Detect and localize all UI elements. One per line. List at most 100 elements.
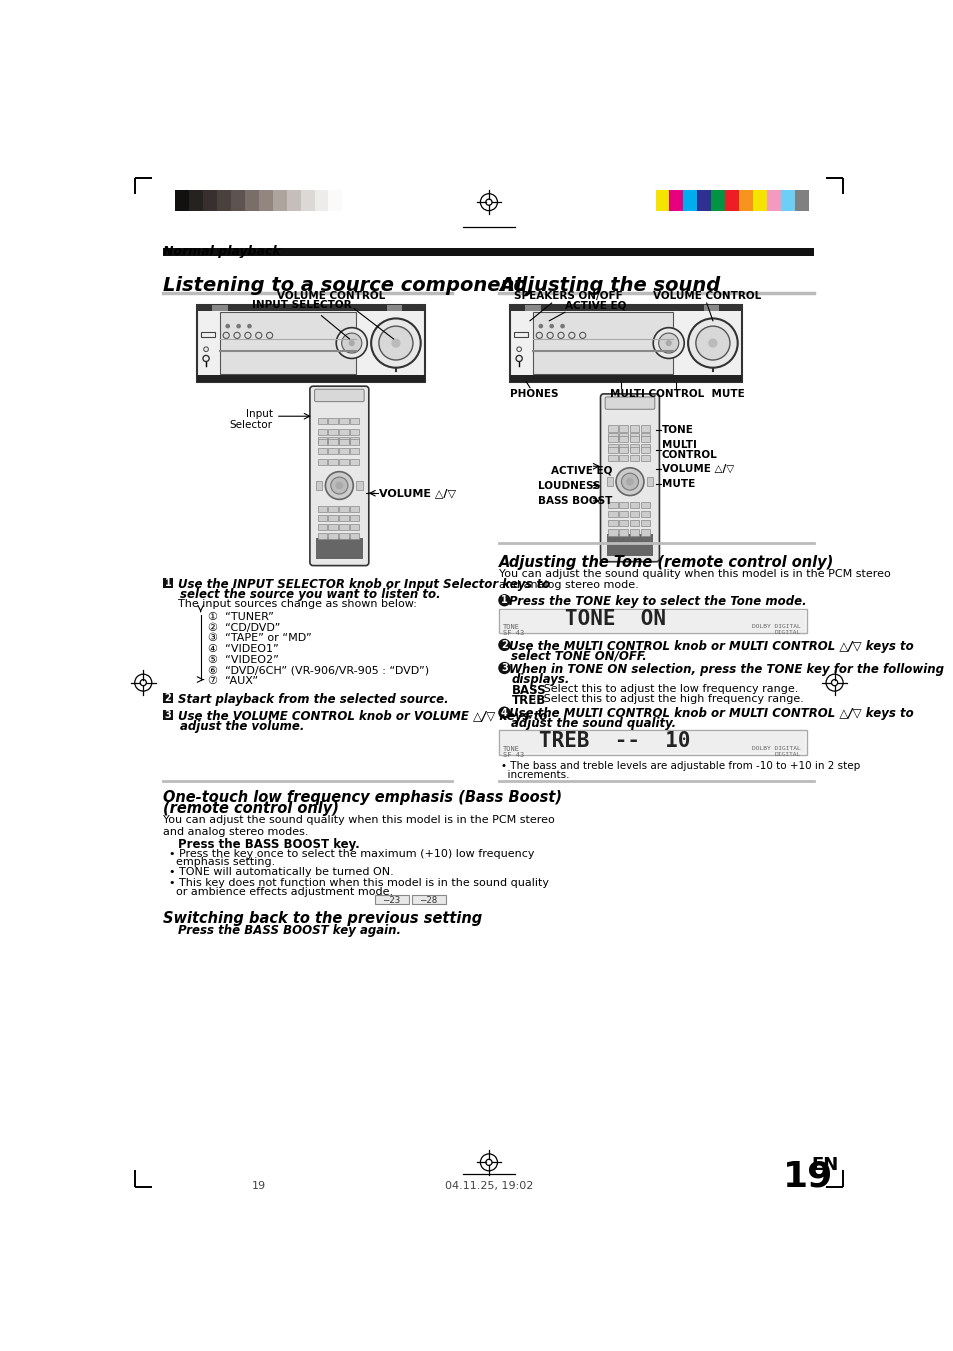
Bar bbox=[339, 524, 348, 530]
Bar bbox=[640, 436, 649, 442]
Text: 2: 2 bbox=[500, 640, 507, 650]
Circle shape bbox=[497, 594, 510, 607]
Text: Use the VOLUME CONTROL knob or VOLUME △/▽ keys to: Use the VOLUME CONTROL knob or VOLUME △/… bbox=[178, 711, 547, 723]
Text: increments.: increments. bbox=[500, 770, 569, 780]
Text: CONTROL: CONTROL bbox=[661, 450, 717, 459]
Text: • This key does not function when this model is in the sound quality: • This key does not function when this m… bbox=[169, 878, 548, 888]
Text: adjust the volume.: adjust the volume. bbox=[180, 720, 305, 734]
Text: LOUDNESS: LOUDNESS bbox=[537, 481, 599, 490]
Circle shape bbox=[331, 477, 348, 494]
Bar bbox=[629, 434, 639, 439]
Text: Use the MULTI CONTROL knob or MULTI CONTROL △/▽ keys to: Use the MULTI CONTROL knob or MULTI CONT… bbox=[509, 639, 913, 653]
Text: ①  “TUNER”: ① “TUNER” bbox=[208, 612, 274, 621]
Bar bbox=[328, 515, 337, 521]
Bar bbox=[629, 520, 639, 527]
Text: 04.11.25, 19:02: 04.11.25, 19:02 bbox=[444, 1181, 533, 1190]
Text: emphasis setting.: emphasis setting. bbox=[169, 858, 274, 867]
Bar bbox=[753, 190, 766, 211]
Text: ④  “VIDEO1”: ④ “VIDEO1” bbox=[208, 644, 279, 654]
Text: EN: EN bbox=[810, 1156, 838, 1174]
Bar bbox=[350, 439, 359, 446]
Bar bbox=[317, 534, 327, 539]
Circle shape bbox=[391, 339, 400, 347]
Text: VOLUME △/▽: VOLUME △/▽ bbox=[378, 488, 456, 499]
Text: SF 43: SF 43 bbox=[502, 753, 523, 758]
Bar bbox=[640, 447, 649, 453]
Bar bbox=[339, 439, 348, 446]
Circle shape bbox=[341, 334, 361, 353]
Bar bbox=[640, 520, 649, 527]
Text: select the source you want to listen to.: select the source you want to listen to. bbox=[180, 588, 440, 601]
Bar bbox=[339, 417, 348, 424]
Text: ACTIVE EQ: ACTIVE EQ bbox=[564, 301, 625, 311]
Text: 1: 1 bbox=[500, 596, 507, 605]
Text: MULTI CONTROL  MUTE: MULTI CONTROL MUTE bbox=[609, 389, 743, 400]
Bar bbox=[618, 511, 628, 517]
Bar bbox=[608, 436, 617, 442]
Bar bbox=[608, 434, 617, 439]
FancyBboxPatch shape bbox=[314, 389, 364, 401]
Bar bbox=[608, 455, 617, 461]
Bar bbox=[317, 458, 327, 465]
FancyBboxPatch shape bbox=[599, 394, 659, 562]
Bar bbox=[697, 190, 711, 211]
FancyBboxPatch shape bbox=[604, 397, 654, 409]
Bar bbox=[629, 436, 639, 442]
Circle shape bbox=[371, 319, 420, 367]
Bar bbox=[163, 711, 173, 720]
Bar bbox=[509, 304, 741, 381]
Bar bbox=[703, 304, 719, 311]
Circle shape bbox=[497, 707, 510, 719]
Text: DOLBY DIGITAL
DIGITAL: DOLBY DIGITAL DIGITAL bbox=[752, 624, 801, 635]
Text: • The bass and treble levels are adjustable from -10 to +10 in 2 step: • The bass and treble levels are adjusta… bbox=[500, 761, 860, 771]
Bar bbox=[339, 534, 348, 539]
Text: You can adjust the sound quality when this model is in the PCM stereo
and analog: You can adjust the sound quality when th… bbox=[163, 815, 555, 836]
Text: INPUT SELECTOR: INPUT SELECTOR bbox=[252, 300, 351, 309]
Text: VOLUME CONTROL: VOLUME CONTROL bbox=[276, 292, 385, 301]
Text: :  Select this to adjust the high frequency range.: : Select this to adjust the high frequen… bbox=[533, 694, 803, 704]
Text: TONE: TONE bbox=[502, 746, 519, 751]
Bar bbox=[640, 501, 649, 508]
Text: Switching back to the previous setting: Switching back to the previous setting bbox=[163, 911, 482, 925]
Bar bbox=[350, 534, 359, 539]
Text: • Press the key once to select the maximum (+10) low frequency: • Press the key once to select the maxim… bbox=[169, 848, 534, 859]
Bar bbox=[640, 455, 649, 461]
Text: DOLBY DIGITAL
DIGITAL: DOLBY DIGITAL DIGITAL bbox=[752, 746, 801, 757]
Bar bbox=[386, 304, 402, 311]
Text: • TONE will automatically be turned ON.: • TONE will automatically be turned ON. bbox=[169, 867, 394, 877]
Text: 3: 3 bbox=[165, 711, 172, 720]
Text: Start playback from the selected source.: Start playback from the selected source. bbox=[178, 693, 448, 707]
Text: TONE: TONE bbox=[502, 624, 519, 630]
Bar bbox=[328, 190, 342, 211]
Bar bbox=[608, 520, 617, 527]
Bar bbox=[669, 190, 682, 211]
Bar bbox=[350, 515, 359, 521]
Text: ⑤  “VIDEO2”: ⑤ “VIDEO2” bbox=[208, 655, 279, 665]
Bar bbox=[328, 447, 337, 454]
Bar bbox=[174, 190, 189, 211]
Bar bbox=[618, 434, 628, 439]
Circle shape bbox=[236, 324, 241, 328]
Text: SF 43: SF 43 bbox=[502, 631, 523, 636]
Text: 19: 19 bbox=[782, 1159, 833, 1193]
Bar bbox=[533, 312, 672, 374]
Bar bbox=[618, 530, 628, 535]
Text: The input sources change as shown below:: The input sources change as shown below: bbox=[178, 600, 416, 609]
Text: VOLUME CONTROL: VOLUME CONTROL bbox=[652, 292, 760, 301]
Bar bbox=[200, 332, 214, 336]
Bar bbox=[245, 190, 258, 211]
Text: displays.: displays. bbox=[511, 673, 569, 685]
Bar bbox=[328, 436, 337, 443]
Bar bbox=[317, 439, 327, 446]
Bar bbox=[328, 524, 337, 530]
Text: ACTIVE EQ: ACTIVE EQ bbox=[550, 465, 612, 476]
Bar bbox=[317, 524, 327, 530]
Text: Adjusting the Tone (remote control only): Adjusting the Tone (remote control only) bbox=[498, 555, 833, 570]
Bar bbox=[350, 458, 359, 465]
Bar bbox=[640, 530, 649, 535]
Bar bbox=[513, 332, 527, 336]
Text: One-touch low frequency emphasis (Bass Boost): One-touch low frequency emphasis (Bass B… bbox=[163, 790, 562, 805]
Bar bbox=[606, 534, 653, 555]
Circle shape bbox=[537, 324, 542, 328]
Bar bbox=[412, 896, 446, 904]
